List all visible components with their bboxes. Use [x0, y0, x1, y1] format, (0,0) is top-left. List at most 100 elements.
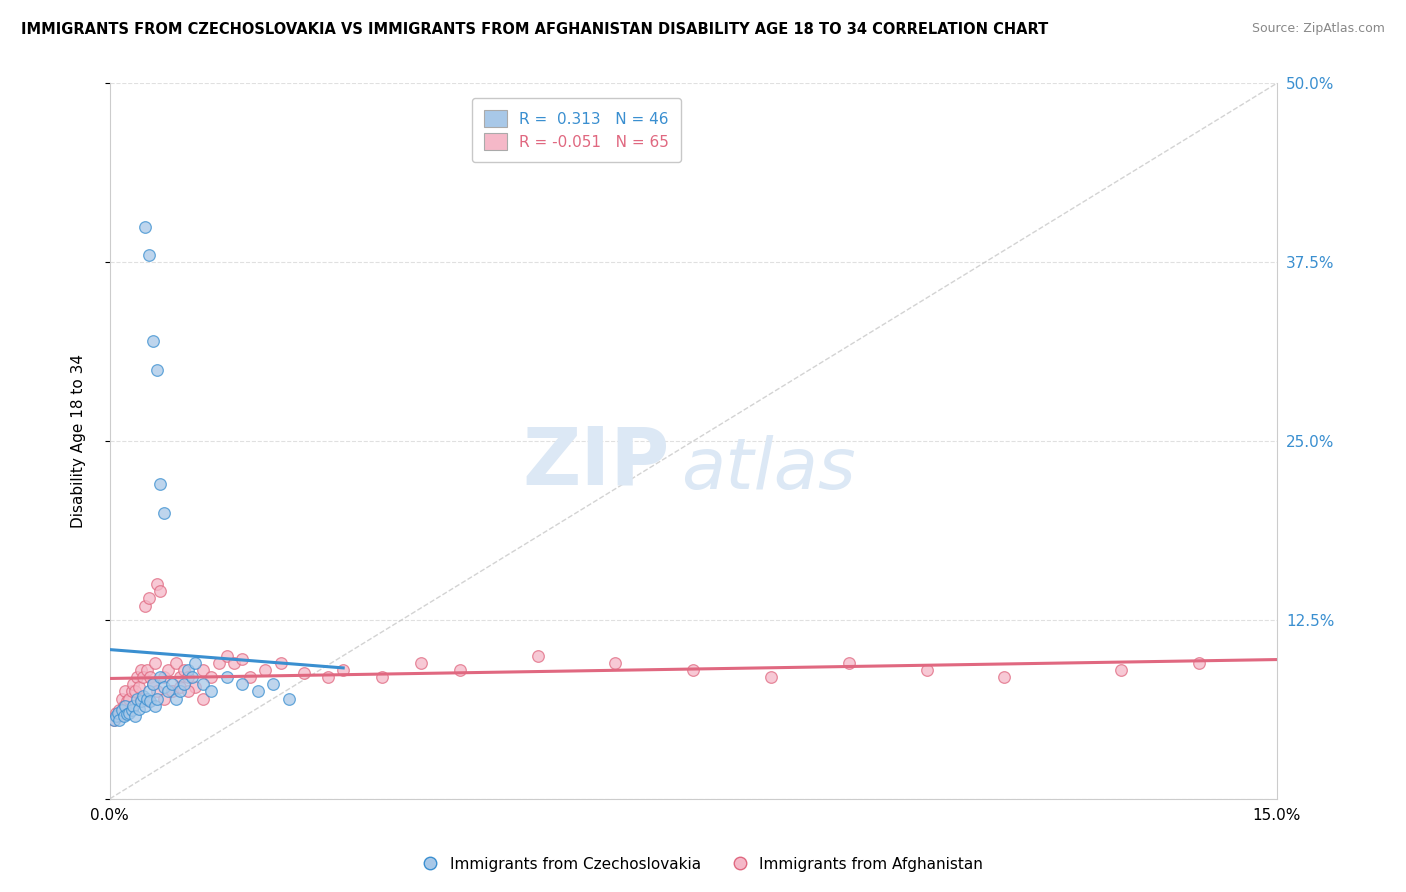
Point — [121, 703, 143, 717]
Point — [153, 670, 176, 684]
Point — [165, 656, 187, 670]
Point — [118, 706, 141, 720]
Legend: R =  0.313   N = 46, R = -0.051   N = 65: R = 0.313 N = 46, R = -0.051 N = 65 — [472, 98, 682, 162]
Point — [184, 656, 207, 670]
Point — [108, 713, 131, 727]
Point — [142, 334, 165, 348]
Point — [142, 677, 165, 691]
Point — [145, 684, 167, 698]
Point — [153, 680, 176, 694]
Point — [176, 670, 198, 684]
Point — [993, 670, 1015, 684]
Point — [110, 703, 132, 717]
Point — [134, 219, 156, 234]
Point — [114, 698, 136, 713]
Point — [143, 656, 166, 670]
Point — [107, 706, 129, 720]
Point — [231, 677, 253, 691]
Point — [149, 584, 172, 599]
Point — [180, 670, 202, 684]
Point — [160, 684, 183, 698]
Point — [165, 691, 187, 706]
Text: Source: ZipAtlas.com: Source: ZipAtlas.com — [1251, 22, 1385, 36]
Point — [138, 248, 160, 262]
Point — [184, 680, 207, 694]
Point — [176, 663, 198, 677]
Point — [125, 670, 148, 684]
Point — [129, 694, 152, 708]
Point — [112, 698, 135, 713]
Point — [200, 684, 222, 698]
Point — [193, 691, 215, 706]
Point — [149, 477, 172, 491]
Point — [105, 706, 128, 720]
Point — [270, 656, 292, 670]
Point — [103, 713, 125, 727]
Point — [153, 506, 176, 520]
Point — [277, 691, 299, 706]
Point — [149, 670, 172, 684]
Point — [1109, 663, 1132, 677]
Point — [224, 656, 246, 670]
Point — [193, 677, 215, 691]
Point — [138, 694, 160, 708]
Point — [105, 708, 128, 723]
Point — [173, 677, 195, 691]
Point — [215, 670, 238, 684]
Point — [215, 648, 238, 663]
Y-axis label: Disability Age 18 to 34: Disability Age 18 to 34 — [72, 354, 86, 528]
Point — [173, 663, 195, 677]
Text: ZIP: ZIP — [523, 424, 669, 501]
Point — [153, 691, 176, 706]
Point — [246, 684, 269, 698]
Point — [129, 663, 152, 677]
Point — [107, 708, 129, 723]
Point — [122, 698, 145, 713]
Point — [200, 670, 222, 684]
Legend: Immigrants from Czechoslovakia, Immigrants from Afghanistan: Immigrants from Czechoslovakia, Immigran… — [415, 849, 991, 880]
Point — [292, 665, 315, 680]
Point — [114, 684, 136, 698]
Point — [139, 694, 162, 708]
Point — [262, 677, 284, 691]
Point — [124, 684, 146, 698]
Point — [239, 670, 262, 684]
Point — [138, 591, 160, 606]
Point — [169, 670, 191, 684]
Point — [254, 663, 277, 677]
Point — [121, 684, 143, 698]
Point — [145, 691, 167, 706]
Point — [122, 677, 145, 691]
Point — [449, 663, 471, 677]
Point — [115, 694, 138, 708]
Point — [118, 691, 141, 706]
Point — [112, 708, 135, 723]
Point — [143, 698, 166, 713]
Point — [145, 577, 167, 591]
Point — [103, 713, 125, 727]
Point — [838, 656, 860, 670]
Point — [131, 670, 153, 684]
Point — [316, 670, 339, 684]
Point — [142, 677, 165, 691]
Point — [169, 684, 191, 698]
Point — [160, 677, 183, 691]
Point — [124, 708, 146, 723]
Point — [176, 684, 198, 698]
Text: IMMIGRANTS FROM CZECHOSLOVAKIA VS IMMIGRANTS FROM AFGHANISTAN DISABILITY AGE 18 : IMMIGRANTS FROM CZECHOSLOVAKIA VS IMMIGR… — [21, 22, 1049, 37]
Point — [134, 599, 156, 613]
Point — [145, 362, 167, 376]
Point — [371, 670, 394, 684]
Point — [131, 689, 153, 703]
Point — [134, 698, 156, 713]
Point — [160, 684, 183, 698]
Point — [136, 691, 159, 706]
Point — [129, 691, 152, 706]
Point — [128, 680, 150, 694]
Point — [1188, 656, 1211, 670]
Point — [605, 656, 627, 670]
Point — [332, 663, 354, 677]
Point — [193, 663, 215, 677]
Point — [526, 648, 548, 663]
Point — [759, 670, 782, 684]
